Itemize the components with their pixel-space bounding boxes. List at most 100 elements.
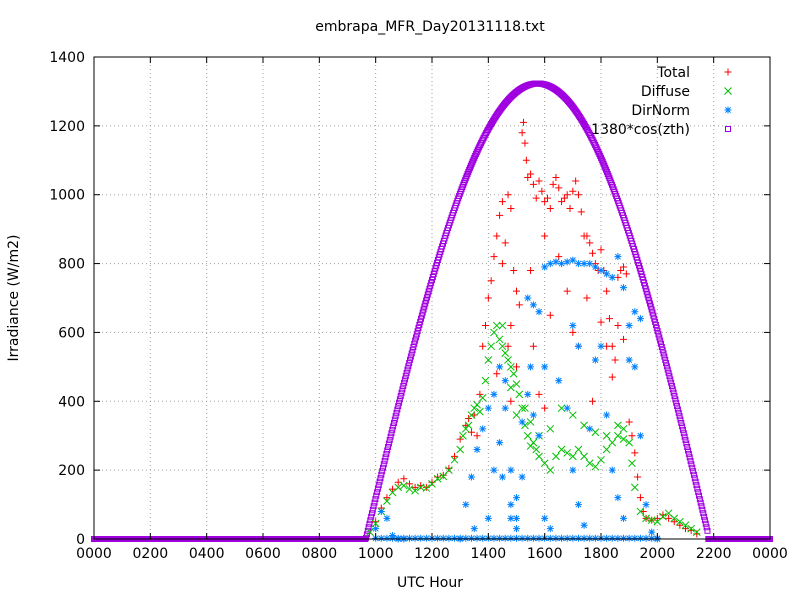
data-point bbox=[589, 249, 597, 257]
curve-point bbox=[655, 331, 662, 338]
curve-point bbox=[392, 413, 399, 420]
data-point bbox=[636, 432, 644, 440]
data-point bbox=[589, 397, 597, 405]
data-point bbox=[467, 473, 475, 481]
curve-point bbox=[468, 160, 475, 167]
data-point bbox=[597, 455, 605, 464]
curve-point bbox=[368, 513, 375, 520]
data-point bbox=[648, 534, 656, 542]
y-axis-label: Irradiance (W/m2) bbox=[6, 235, 22, 362]
data-point bbox=[557, 445, 566, 454]
data-point bbox=[518, 473, 526, 481]
y-tick-label: 1200 bbox=[49, 119, 85, 135]
data-point bbox=[568, 411, 577, 419]
curve-point bbox=[700, 510, 707, 517]
data-point bbox=[445, 466, 453, 474]
data-point bbox=[642, 501, 650, 509]
data-point bbox=[484, 294, 492, 302]
curve-point bbox=[651, 315, 658, 322]
curve-point bbox=[375, 482, 382, 489]
x-tick-label: 0000 bbox=[752, 546, 788, 562]
data-point bbox=[524, 390, 532, 398]
curve-point bbox=[648, 306, 655, 313]
data-point bbox=[541, 363, 549, 371]
data-point bbox=[546, 525, 554, 533]
data-point bbox=[473, 400, 481, 409]
data-point bbox=[518, 418, 526, 426]
curve-point bbox=[594, 147, 601, 154]
data-point bbox=[608, 438, 617, 447]
x-tick-label: 0000 bbox=[76, 546, 112, 562]
curve-point bbox=[652, 321, 659, 328]
curve-point bbox=[656, 334, 663, 341]
data-point bbox=[569, 466, 577, 474]
data-point bbox=[580, 534, 588, 542]
data-point bbox=[631, 449, 639, 457]
data-point bbox=[540, 459, 549, 468]
data-point bbox=[563, 258, 571, 266]
series-diffuse bbox=[366, 321, 701, 536]
data-point bbox=[464, 421, 473, 430]
curve-point bbox=[386, 437, 393, 444]
data-point bbox=[411, 486, 419, 495]
data-point bbox=[572, 177, 580, 185]
data-point bbox=[509, 369, 518, 378]
data-point bbox=[558, 534, 566, 542]
curve-point bbox=[374, 489, 381, 496]
data-point bbox=[681, 521, 690, 530]
data-point bbox=[642, 534, 650, 542]
data-point bbox=[625, 438, 634, 447]
curve-point bbox=[388, 430, 395, 437]
legend: Total Diffuse DirNorm 1380*cos(zth) bbox=[591, 65, 732, 138]
curve-point bbox=[391, 416, 398, 423]
data-point bbox=[459, 431, 467, 440]
data-point bbox=[518, 404, 526, 413]
data-point bbox=[631, 308, 639, 316]
data-point bbox=[493, 370, 501, 378]
curve-point bbox=[396, 396, 403, 403]
data-point bbox=[495, 335, 504, 344]
data-point bbox=[524, 534, 532, 542]
data-point bbox=[597, 342, 605, 350]
data-point bbox=[484, 514, 492, 522]
data-point bbox=[569, 256, 577, 264]
curve-point bbox=[692, 478, 699, 485]
data-point bbox=[507, 501, 515, 509]
data-point bbox=[535, 452, 543, 461]
data-point bbox=[614, 534, 622, 542]
data-point bbox=[563, 449, 572, 457]
x-tick-label: 0800 bbox=[302, 546, 338, 562]
x-tick-label: 1800 bbox=[583, 546, 619, 562]
data-point bbox=[574, 445, 583, 454]
data-point bbox=[529, 342, 537, 350]
y-tick-label: 0 bbox=[76, 532, 85, 548]
data-point bbox=[555, 184, 563, 192]
data-point bbox=[487, 277, 495, 285]
data-point bbox=[636, 315, 644, 323]
data-point bbox=[625, 534, 633, 542]
data-point bbox=[552, 258, 560, 266]
data-point bbox=[527, 170, 535, 178]
curve-point bbox=[472, 152, 479, 159]
data-point bbox=[563, 404, 571, 412]
data-point bbox=[504, 342, 512, 350]
curve-point bbox=[676, 413, 683, 420]
data-point bbox=[591, 356, 599, 364]
curve-point bbox=[363, 531, 370, 538]
data-point bbox=[529, 438, 538, 447]
data-point bbox=[597, 318, 605, 326]
data-point bbox=[541, 232, 549, 240]
data-point bbox=[603, 411, 611, 419]
data-point bbox=[628, 459, 636, 468]
legend-marker bbox=[725, 126, 731, 132]
data-point bbox=[580, 521, 588, 529]
data-point bbox=[625, 356, 633, 364]
curve-point bbox=[653, 325, 660, 332]
x-axis-label: UTC Hour bbox=[397, 575, 463, 591]
data-point bbox=[630, 483, 639, 492]
data-point bbox=[482, 322, 490, 330]
data-point bbox=[555, 377, 563, 385]
data-point bbox=[400, 475, 408, 483]
curve-point bbox=[387, 433, 394, 440]
